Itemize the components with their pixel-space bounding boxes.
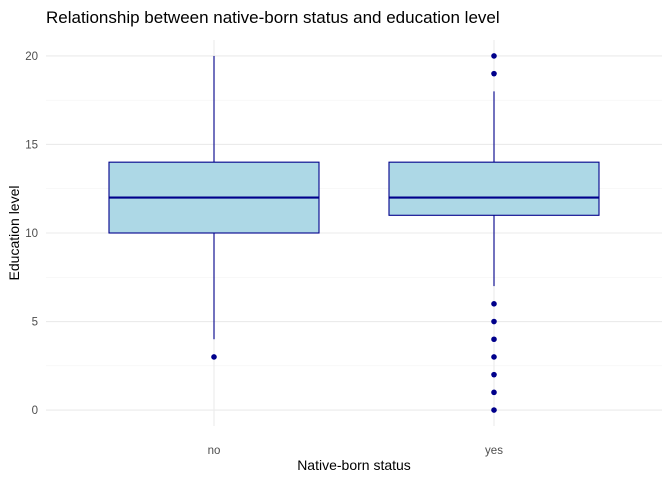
- x-axis-title: Native-born status: [297, 457, 411, 473]
- box-iqr: [388, 161, 600, 216]
- box-no: [108, 55, 320, 360]
- y-tick-label: 0: [32, 405, 38, 417]
- outlier-point: [491, 354, 497, 360]
- outlier-point: [491, 389, 497, 396]
- outlier-point: [491, 53, 497, 59]
- y-axis-title: Education level: [6, 186, 22, 281]
- x-tick-labels: no yes: [208, 445, 504, 457]
- x-tick-label: no: [208, 445, 221, 457]
- box-yes: [388, 53, 600, 413]
- outlier-point: [491, 301, 497, 307]
- outlier-point: [491, 336, 497, 343]
- y-tick-label: 5: [32, 317, 38, 329]
- y-tick-label: 10: [25, 228, 38, 240]
- outlier-point: [491, 70, 497, 77]
- outlier-point: [211, 354, 217, 360]
- boxes: [108, 53, 600, 413]
- outlier-point: [491, 318, 497, 325]
- outlier-point: [491, 371, 497, 378]
- y-tick-label: 15: [25, 139, 38, 151]
- outlier-point: [491, 407, 497, 413]
- y-tick-label: 20: [25, 51, 38, 63]
- y-tick-labels: 0 5 10 15 20: [25, 51, 38, 417]
- x-tick-label: yes: [485, 445, 503, 457]
- chart-title: Relationship between native-born status …: [46, 8, 500, 27]
